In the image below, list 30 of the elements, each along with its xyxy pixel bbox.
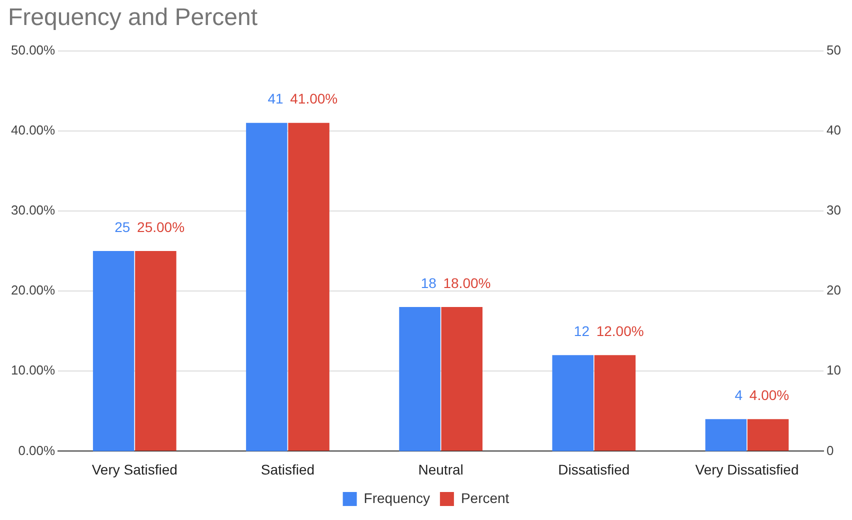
x-tick-label: Very Dissatisfied (695, 461, 799, 478)
data-label: 12 (574, 322, 590, 339)
y-tick-label: 20.00% (10, 282, 56, 298)
y-tick-label: 40.00% (10, 122, 56, 138)
x-tick-label: Dissatisfied (558, 461, 630, 478)
data-label: 18.00% (443, 274, 491, 291)
data-label: 25.00% (137, 218, 185, 235)
data-label: 12.00% (596, 322, 644, 339)
y2-tick-label: 10 (826, 362, 842, 378)
chart-title: Frequency and Percent (8, 4, 258, 32)
y-tick-label: 50.00% (10, 42, 56, 58)
x-tick-label: Neutral (418, 461, 464, 478)
y-tick-label: 10.00% (10, 362, 56, 378)
data-label: 25 (114, 218, 130, 235)
data-label: 4.00% (749, 387, 790, 404)
data-label: 41 (268, 90, 284, 107)
x-tick-label: Very Satisfied (92, 461, 178, 478)
y-tick-label: 0.00% (18, 442, 56, 458)
data-label: 18 (420, 274, 437, 291)
y2-tick-label: 40 (826, 122, 842, 138)
legend-label: Percent (460, 490, 510, 506)
y2-tick-label: 0 (826, 442, 834, 458)
y2-tick-label: 30 (826, 202, 842, 218)
y-tick-label: 30.00% (10, 202, 56, 218)
y2-tick-label: 20 (826, 282, 842, 298)
x-tick-label: Satisfied (260, 461, 315, 478)
legend-label: Frequency (364, 490, 430, 506)
data-label: 41.00% (290, 90, 338, 107)
data-label: 4 (734, 387, 743, 404)
y2-tick-label: 50 (826, 42, 842, 58)
